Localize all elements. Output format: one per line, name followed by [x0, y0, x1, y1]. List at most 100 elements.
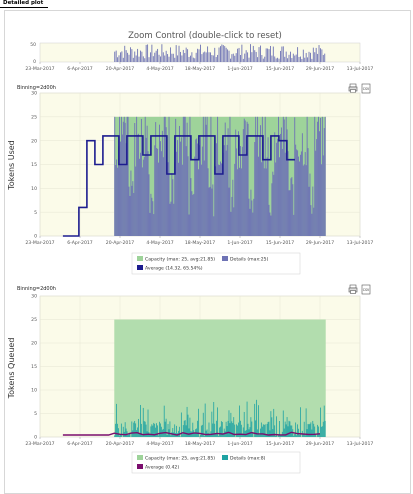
zoom-bar: [247, 52, 249, 62]
details-bar: [171, 432, 173, 437]
details-bar: [174, 424, 176, 437]
zoom-bar: [175, 45, 177, 62]
details-bar: [287, 151, 289, 236]
details-bar: [233, 207, 235, 236]
tokens-queued-chart[interactable]: 0 5 10 15 20 25 30 23-Mar-2017 6-Apr-2017 20-Apr…: [7, 294, 373, 447]
details-bar: [256, 399, 257, 437]
details-bar: [135, 423, 137, 437]
csv-icon[interactable]: CSV: [361, 284, 371, 295]
zoom-control-series: [114, 44, 326, 62]
x-tick-label: 4-May-2017: [146, 240, 173, 246]
details-bar: [265, 434, 267, 437]
details-bar: [168, 116, 170, 236]
details-bar: [152, 425, 154, 437]
tokens-used-legend: Capacity (max: 25, avg:21.85) Details (m…: [131, 252, 301, 275]
zoom-bar: [274, 56, 276, 62]
details-bar: [220, 163, 222, 236]
details-bar: [126, 116, 128, 236]
details-bar: [221, 422, 223, 437]
print-icon[interactable]: [348, 83, 358, 93]
zoom-control-title: Zoom Control (double-click to reset): [128, 31, 282, 41]
tokens-queued-legend: Capacity (max: 25, avg:21.85) Details (m…: [131, 451, 301, 474]
details-bar: [290, 425, 292, 437]
svg-text:CSV: CSV: [363, 288, 370, 292]
zoom-bar: [151, 44, 153, 62]
details-bar: [198, 408, 199, 437]
details-bar: [150, 426, 152, 437]
zoom-bar: [272, 46, 274, 62]
details-bar: [322, 155, 324, 236]
zoom-bar: [217, 54, 219, 62]
details-bar: [299, 161, 300, 236]
details-bar: [183, 116, 185, 236]
zoom-bar: [300, 56, 301, 62]
zoom-bar: [150, 52, 151, 62]
details-bar: [299, 434, 300, 437]
details-bar: [208, 422, 210, 437]
details-bar: [131, 421, 133, 437]
zoom-bar: [222, 45, 224, 62]
zoom-bar: [191, 52, 193, 62]
zoom-bar: [277, 57, 279, 62]
details-bar: [323, 128, 325, 236]
tokens-used-binning: Binning=2d00h: [17, 85, 56, 91]
zoom-y-tick: 0: [33, 59, 36, 65]
details-bar: [260, 428, 261, 437]
details-bar: [289, 190, 291, 236]
x-tick-label: 20-Apr-2017: [106, 441, 134, 447]
details-bar: [323, 405, 325, 437]
zoom-bar: [218, 47, 220, 62]
zoom-bar: [141, 51, 143, 62]
print-icon[interactable]: [348, 284, 358, 294]
details-bar: [188, 214, 190, 236]
details-bar: [214, 423, 216, 437]
details-bar: [120, 423, 122, 437]
details-bar: [174, 162, 176, 236]
zoom-bar: [290, 51, 291, 62]
details-bar: [240, 420, 241, 437]
svg-text:CSV: CSV: [363, 87, 370, 91]
zoom-control-chart[interactable]: Zoom Control (double-click to reset) 50 …: [25, 31, 373, 72]
details-bar: [199, 145, 200, 236]
capacity-area: [114, 319, 326, 437]
details-bar: [200, 425, 202, 437]
details-bar: [227, 420, 229, 437]
details-bar: [138, 133, 139, 236]
details-bar: [261, 116, 263, 236]
details-bar: [221, 163, 223, 236]
details-bar: [241, 146, 243, 236]
details-bar: [202, 116, 204, 236]
tokens-used-details-series: [114, 116, 326, 236]
details-bar: [133, 192, 135, 236]
details-bar: [205, 430, 207, 437]
details-bar: [225, 150, 227, 236]
details-bar: [145, 424, 147, 437]
csv-icon[interactable]: CSV: [361, 83, 371, 94]
zoom-bar: [315, 47, 317, 62]
details-bar: [186, 122, 188, 236]
details-bar: [179, 125, 180, 236]
details-bar: [318, 116, 319, 236]
zoom-bar: [307, 57, 309, 62]
details-bar: [189, 116, 191, 236]
details-bar: [279, 421, 280, 437]
zoom-bar: [135, 55, 137, 62]
tokens-used-chart[interactable]: 0 5 10 15 20 25 30 23-Mar-2017 6-Apr-2017 20-Apr…: [7, 91, 373, 246]
zoom-bar: [147, 44, 149, 62]
zoom-bar: [248, 57, 250, 62]
details-bar: [297, 150, 299, 236]
details-bar: [303, 421, 305, 437]
details-bar: [260, 162, 262, 236]
details-bar: [215, 433, 217, 437]
details-bar: [280, 127, 282, 236]
zoom-bar: [245, 50, 247, 62]
details-bar: [143, 421, 145, 437]
x-tick-label: 18-May-2017: [185, 240, 215, 246]
tokens-queued-capacity-series: [114, 319, 326, 437]
details-bar: [291, 425, 293, 437]
details-bar: [293, 214, 295, 236]
zoom-bar: [318, 45, 320, 62]
legend-swatch-capacity: [137, 256, 143, 261]
details-bar: [304, 152, 306, 236]
